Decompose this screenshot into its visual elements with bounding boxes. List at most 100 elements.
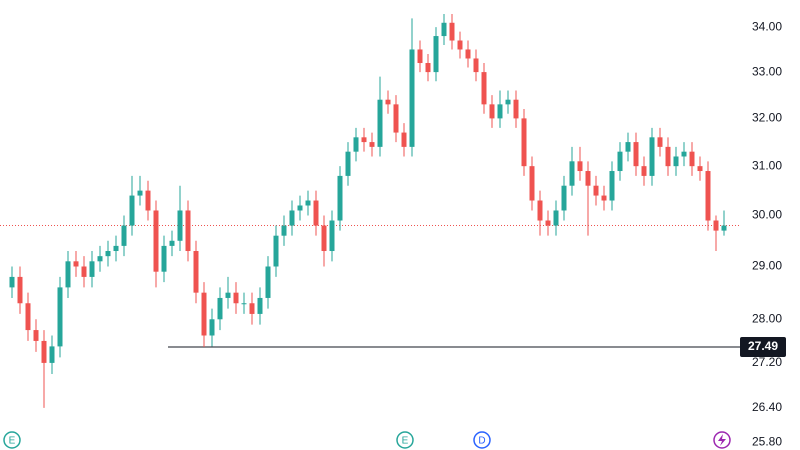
event-label: E (402, 436, 409, 447)
candle-body (17, 276, 23, 304)
candle-body (657, 137, 663, 147)
y-tick-label: 29.00 (752, 259, 782, 273)
candle-body (241, 303, 247, 305)
candle-body (457, 40, 463, 50)
candle-body (73, 261, 79, 267)
candle-body (633, 142, 639, 167)
candle-body (97, 256, 103, 262)
candle-body (465, 49, 471, 59)
candle-body (569, 161, 575, 186)
candle-body (593, 185, 599, 196)
candle-body (521, 118, 527, 167)
candle-body (265, 266, 271, 298)
y-tick-label: 25.80 (752, 435, 782, 449)
candle-body (137, 190, 143, 196)
candle-body (617, 151, 623, 172)
candle-body (257, 297, 263, 314)
candle-body (57, 287, 63, 347)
candle-body (33, 330, 39, 341)
candle-body (649, 137, 655, 176)
candle-body (481, 72, 487, 105)
candle-body (313, 200, 319, 226)
candle-body (625, 142, 631, 152)
candle-body (145, 190, 151, 211)
candle-body (129, 195, 135, 226)
candle-body (41, 340, 47, 363)
candle-body (369, 142, 375, 147)
candle-body (81, 266, 87, 277)
candle-body (49, 346, 55, 363)
candle-body (273, 235, 279, 267)
y-tick-label: 31.00 (752, 158, 782, 172)
candle-body (641, 166, 647, 176)
candle-body (721, 225, 727, 231)
y-tick-label: 27.20 (752, 355, 782, 369)
candle-body (281, 225, 287, 236)
candle-body (681, 151, 687, 157)
y-tick-label: 34.00 (752, 19, 782, 33)
candle-body (217, 297, 223, 320)
candle-body (393, 104, 399, 133)
candle-body (329, 220, 335, 252)
candle-body (705, 171, 711, 221)
candle-body (689, 151, 695, 167)
candle-body (577, 161, 583, 172)
candle-body (401, 132, 407, 147)
event-marker (3, 431, 21, 449)
candle-body (537, 200, 543, 221)
candle-body (225, 292, 231, 298)
candle-body (417, 49, 423, 64)
candle-body (161, 245, 167, 272)
event-label: E (9, 436, 16, 447)
candle-body (497, 104, 503, 119)
candle-body (153, 210, 159, 272)
candle-body (561, 185, 567, 211)
candle-body (377, 99, 383, 147)
candle-body (441, 22, 447, 37)
candle-body (297, 205, 303, 211)
candle-body (193, 251, 199, 293)
candle-body (321, 225, 327, 252)
y-tick-label: 30.00 (752, 208, 782, 222)
candle-body (361, 137, 367, 143)
candle-body (353, 137, 359, 152)
candle-body (9, 276, 15, 288)
candle-body (385, 99, 391, 105)
candle-body (201, 292, 207, 336)
candle-body (169, 240, 175, 246)
candle-body (433, 36, 439, 73)
y-tick-label: 33.00 (752, 64, 782, 78)
event-label: D (478, 436, 485, 447)
y-tick-label: 32.00 (752, 111, 782, 125)
candle-body (105, 251, 111, 257)
level-label: 27.49 (748, 339, 778, 353)
candle-body (113, 245, 119, 252)
candle-body (289, 210, 295, 226)
y-tick-label: 26.40 (752, 400, 782, 414)
level-label-box (740, 336, 786, 357)
candle-body (585, 171, 591, 186)
candle-body (185, 210, 191, 252)
candle-body (121, 225, 127, 246)
candle-body (233, 292, 239, 304)
candle-body (337, 175, 343, 221)
candle-body (665, 146, 671, 167)
candle-body (553, 210, 559, 226)
candle-body (697, 166, 703, 172)
event-marker (396, 431, 414, 449)
candle-body (609, 171, 615, 201)
lightning-icon (718, 434, 726, 446)
candle-body (473, 58, 479, 73)
candle-body (409, 49, 415, 147)
candle-body (305, 200, 311, 206)
candle-body (209, 319, 215, 336)
candle-body (529, 166, 535, 201)
candle-body (25, 303, 31, 331)
candle-body (505, 99, 511, 105)
candle-body (65, 261, 71, 288)
candle-body (513, 99, 519, 119)
y-tick-label: 28.00 (752, 311, 782, 325)
event-marker (473, 431, 491, 449)
candle-body (425, 63, 431, 73)
